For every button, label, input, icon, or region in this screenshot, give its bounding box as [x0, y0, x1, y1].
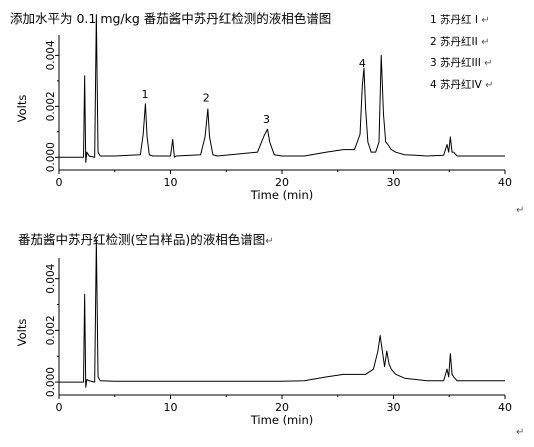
- peak-label-3: 3: [263, 113, 270, 126]
- x-tick-label: 30: [387, 401, 401, 414]
- chart-title-bottom-text: 番茄酱中苏丹红检测(空白样品)的液相色谱图: [18, 232, 266, 247]
- y-tick-label: 0.002: [45, 91, 57, 121]
- x-tick-label: 40: [498, 176, 512, 189]
- peak-label-2: 2: [203, 92, 210, 105]
- x-tick-label: 10: [164, 176, 178, 189]
- chart-title-bottom: 番茄酱中苏丹红检测(空白样品)的液相色谱图↵: [18, 229, 274, 248]
- chromatogram-trace-0: [59, 239, 505, 388]
- chart-title-top: 添加水平为 0.1 mg/kg 番茄酱中苏丹红检测的液相色谱图: [10, 8, 331, 27]
- paragraph-mark: ↵: [484, 58, 493, 69]
- paragraph-mark: ↵: [516, 205, 525, 216]
- x-tick-label: 40: [498, 401, 512, 414]
- y-tick-label: 0.004: [45, 263, 57, 293]
- paragraph-mark: ↵: [481, 36, 490, 48]
- paragraph-mark: ↵: [485, 79, 494, 91]
- y-tick-label: 0.000: [45, 367, 57, 397]
- y-tick-label: 0.002: [45, 315, 57, 345]
- x-tick-label: 20: [275, 176, 289, 189]
- legend-item-1: 1 苏丹红 I ↵: [430, 14, 490, 26]
- peak-label-4: 4: [359, 57, 366, 70]
- legend: 1 苏丹红 I ↵ 2 苏丹红II ↵ 3 苏丹红III ↵ 4 苏丹红IV ↵: [430, 10, 494, 96]
- legend-item-3: 3 苏丹红III ↵: [430, 57, 493, 69]
- x-tick-label: 20: [275, 401, 289, 414]
- legend-item-2: 2 苏丹红II ↵: [430, 35, 490, 48]
- x-tick-label: 10: [164, 401, 178, 414]
- paragraph-mark: ↵: [265, 236, 274, 247]
- x-tick-label: 0: [56, 176, 63, 189]
- y-tick-label: 0.000: [45, 142, 57, 172]
- x-axis-label: Time (min): [250, 188, 313, 202]
- paragraph-mark: ↵: [481, 15, 490, 26]
- x-axis-label: Time (min): [250, 413, 313, 427]
- paragraph-mark: ↵: [516, 427, 525, 438]
- y-tick-label: 0.004: [45, 40, 57, 70]
- x-tick-label: 0: [56, 401, 63, 414]
- x-tick-label: 30: [387, 176, 401, 189]
- y-axis-label: Volts: [15, 95, 29, 123]
- y-axis-label: Volts: [15, 319, 29, 347]
- legend-item-4: 4 苏丹红IV ↵: [430, 78, 494, 91]
- chart-title-top-text: 添加水平为 0.1 mg/kg 番茄酱中苏丹红检测的液相色谱图: [10, 11, 332, 26]
- peak-label-1: 1: [141, 88, 148, 101]
